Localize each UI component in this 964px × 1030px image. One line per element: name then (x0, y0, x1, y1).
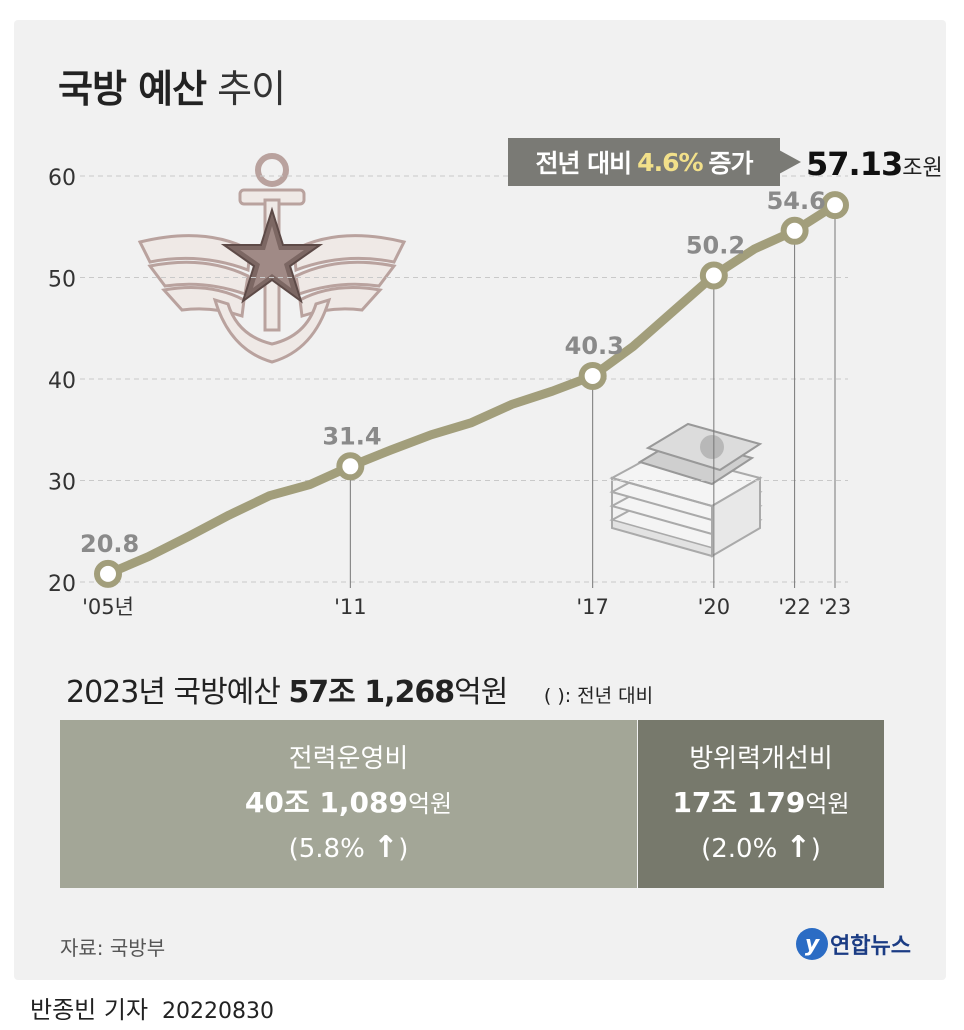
byline-date: 20220830 (162, 999, 275, 1024)
data-point (94, 559, 122, 588)
x-tick-label: '20 (698, 595, 731, 619)
box-unit: 억원 (805, 790, 850, 818)
y-tick-label: 20 (48, 572, 76, 597)
summary-note: ( ): 전년 대비 (543, 685, 654, 707)
box-change: (2.0% (701, 834, 778, 864)
title-bold: 국방 예산 (58, 67, 207, 111)
reporter-name: 반종빈 기자 (30, 996, 149, 1024)
x-tick-label: '23 (819, 595, 852, 619)
y-axis-ticks: 20 30 40 50 60 (48, 166, 76, 597)
byline: 반종빈 기자 20220830 (30, 990, 274, 1025)
box-unit: 억원 (407, 790, 453, 818)
money-stack-icon (609, 422, 763, 558)
defense-improvement-box: 방위력개선비 17조 179억원 (2.0% ↑) (638, 720, 884, 888)
data-label: 31.4 (322, 422, 381, 450)
data-label: 54.6 (767, 187, 826, 215)
x-tick-label: '17 (576, 595, 609, 619)
logo-text: 연합뉴스 (830, 934, 911, 959)
data-label: 50.2 (686, 231, 745, 259)
y-tick-label: 50 (48, 268, 76, 293)
box-amount: 17조 179 (672, 786, 806, 819)
data-point (821, 191, 849, 220)
summary-amount: 57조 1,268 (288, 675, 455, 710)
data-point (699, 261, 728, 290)
data-label: 20.8 (80, 530, 139, 558)
growth-badge: 전년 대비 4.6% 증가 (508, 138, 780, 186)
emblem-icon (137, 153, 407, 364)
y-tick-label: 30 (48, 471, 76, 496)
data-labels: 20.8 31.4 40.3 50.2 54.6 (80, 187, 826, 558)
x-tick-label: '11 (334, 595, 367, 619)
badge-prefix: 전년 대비 (535, 149, 632, 178)
box-title: 방위력개선비 (689, 744, 833, 774)
box-change-close: ) (810, 834, 821, 864)
badge-pointer (779, 150, 801, 174)
badge-suffix: 증가 (708, 149, 754, 178)
box-change-close: ) (398, 834, 409, 864)
y-tick-label: 40 (48, 369, 76, 394)
title-rest: 추이 (217, 67, 286, 111)
source-note: 자료: 국방부 (60, 936, 166, 960)
arrow-up-icon: ↑ (785, 830, 811, 865)
logo-mark: y (796, 928, 828, 960)
box-change: (5.8% (288, 834, 365, 864)
x-axis-ticks: '05년 '11 '17 '20 '22 '23 (82, 595, 851, 619)
y-tick-label: 60 (48, 166, 76, 191)
chart-title: 국방 예산 추이 (58, 58, 286, 113)
data-point (578, 361, 607, 390)
data-label: 40.3 (565, 332, 624, 360)
final-number: 57.13 (806, 145, 903, 183)
arrow-up-icon: ↑ (373, 830, 399, 865)
operating-cost-box: 전력운영비 40조 1,089억원 (5.8% ↑) (60, 720, 637, 888)
marker-guides (349, 205, 836, 588)
badge-highlight: 4.6% (637, 147, 703, 177)
x-tick-label: '22 (778, 595, 811, 619)
box-title: 전력운영비 (288, 744, 409, 774)
yonhap-logo: y 연합뉴스 (796, 928, 911, 960)
final-value: 57.13조원 (806, 145, 943, 183)
series-markers (94, 191, 849, 588)
summary-year: 2023년 국방예산 (66, 675, 281, 710)
final-unit: 조원 (902, 156, 943, 181)
budget-summary: 2023년 국방예산 57조 1,268억원 ( ): 전년 대비 (66, 667, 653, 711)
data-point (336, 452, 365, 481)
summary-unit: 억원 (454, 675, 508, 710)
x-tick-label: '05년 (82, 595, 134, 619)
data-point (780, 216, 809, 245)
box-amount: 40조 1,089 (244, 786, 408, 819)
